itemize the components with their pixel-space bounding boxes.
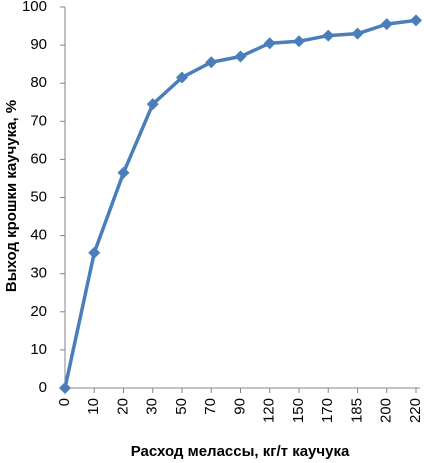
y-tick-label: 30: [30, 265, 47, 282]
x-tick-label: 150: [290, 398, 307, 423]
y-tick-label: 10: [30, 341, 47, 358]
x-tick-label: 0: [56, 398, 73, 406]
x-tick-label: 10: [85, 398, 102, 415]
x-tick-label: 20: [114, 398, 131, 415]
marker: [410, 14, 422, 27]
x-axis-title: Расход мелассы, кг/т каучука: [131, 443, 350, 460]
marker: [380, 18, 393, 31]
marker: [322, 29, 335, 42]
y-tick-label: 50: [30, 188, 47, 205]
x-tick-label: 70: [202, 398, 219, 415]
y-tick-label: 20: [30, 303, 47, 320]
marker: [59, 382, 71, 394]
y-tick-label: 60: [30, 150, 47, 167]
y-tick-label: 100: [22, 0, 47, 15]
x-tick-label: 220: [407, 398, 424, 423]
x-tick-label: 120: [261, 398, 278, 423]
x-tick-label: 200: [378, 398, 395, 423]
marker: [146, 98, 159, 111]
x-tick-label: 50: [173, 398, 190, 415]
marker: [205, 56, 218, 69]
marker: [263, 37, 276, 50]
y-tick-label: 80: [30, 74, 47, 91]
marker: [88, 246, 101, 259]
x-tick-label: 185: [348, 398, 365, 423]
line: [63, 18, 417, 389]
marker: [234, 50, 247, 63]
marker: [176, 71, 188, 84]
x-tick-label: 30: [144, 398, 161, 415]
x-tick-label: 90: [231, 398, 248, 415]
y-tick-label: 40: [30, 227, 47, 244]
y-tick-label: 90: [30, 36, 47, 53]
y-tick-label: 0: [39, 379, 47, 396]
marker: [293, 35, 305, 48]
x-tick-label: 170: [319, 398, 336, 423]
marker: [351, 27, 364, 40]
y-tick-label: 70: [30, 112, 47, 129]
y-axis-title: Выход крошки каучука, %: [3, 100, 20, 292]
marker: [117, 166, 130, 179]
